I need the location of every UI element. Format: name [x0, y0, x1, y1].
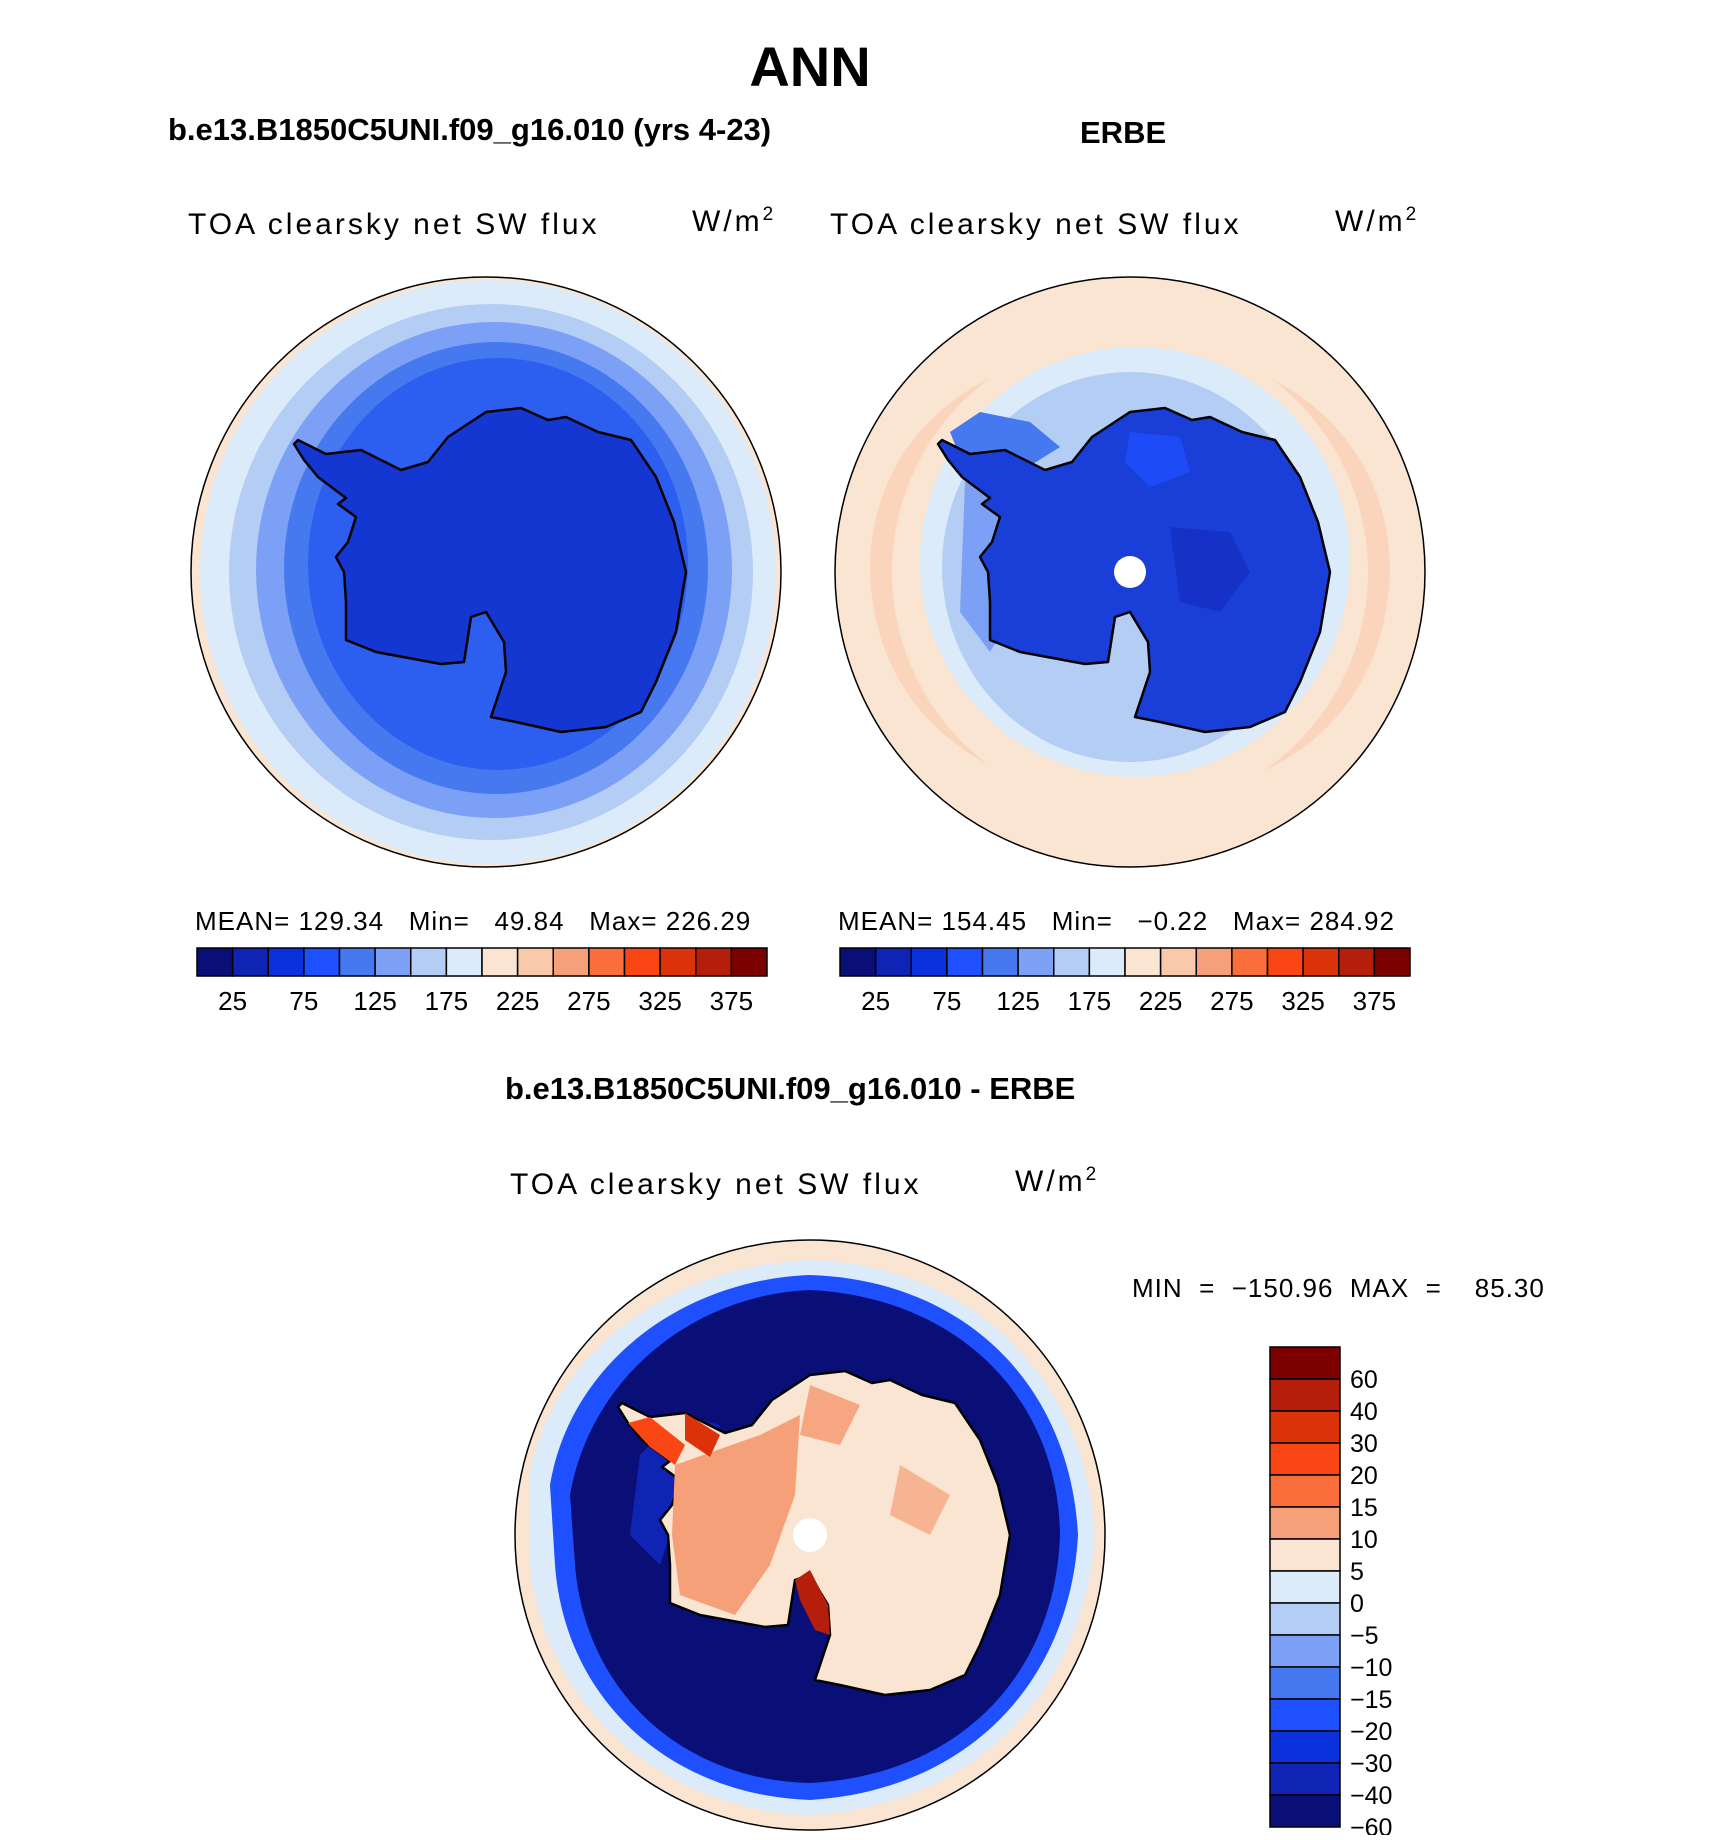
- colorbar-box: [1373, 947, 1411, 977]
- colorbar-box: [374, 947, 412, 977]
- colorbar-tick-label: 275: [567, 986, 610, 1016]
- colorbar-tick-label: 0: [1350, 1590, 1364, 1618]
- colorbar-box: [1269, 1506, 1341, 1540]
- colorbar-box: [1269, 1698, 1341, 1732]
- colorbar-tick-label: 175: [1068, 986, 1111, 1016]
- colorbar-box: [695, 947, 733, 977]
- colorbar-tick-label: −15: [1350, 1686, 1392, 1714]
- colorbar-box: [1269, 1538, 1341, 1572]
- colorbar-tick-label: 60: [1350, 1366, 1378, 1394]
- panel-3-stats: MIN = −150.96 MAX = 85.30: [1132, 1273, 1545, 1303]
- colorbar-box: [1302, 947, 1340, 977]
- panel-3-units-label: W/m2: [1015, 1164, 1097, 1198]
- colorbar-box: [1269, 1634, 1341, 1668]
- panel-2-map: [834, 276, 1426, 868]
- colorbar-box: [874, 947, 912, 977]
- colorbar-box: [1269, 1730, 1341, 1764]
- colorbar-box: [1088, 947, 1126, 977]
- colorbar-tick-label: 25: [218, 986, 247, 1016]
- colorbar-box: [231, 947, 269, 977]
- colorbar-tick-label: 25: [861, 986, 890, 1016]
- panel-1-units-label: W/m2: [692, 204, 774, 238]
- colorbar-tick-label: −20: [1350, 1718, 1392, 1746]
- colorbar-box: [1159, 947, 1197, 977]
- panel-2-colorbar: 25 75 125 175 225 275 325 375: [839, 947, 1411, 1016]
- colorbar-tick-label: 225: [496, 986, 539, 1016]
- colorbar-box: [1124, 947, 1162, 977]
- colorbar-box: [839, 947, 877, 977]
- colorbar-box: [1053, 947, 1091, 977]
- colorbar-box: [445, 947, 483, 977]
- antarctica-coastline: [292, 406, 688, 734]
- colorbar-box: [1017, 947, 1055, 977]
- colorbar-box: [623, 947, 661, 977]
- colorbar-box: [1266, 947, 1304, 977]
- colorbar-box: [481, 947, 519, 977]
- colorbar-box: [659, 947, 697, 977]
- colorbar-tick-label: 75: [932, 986, 961, 1016]
- panel-3-title: b.e13.B1850C5UNI.f09_g16.010 - ERBE: [505, 1071, 1076, 1106]
- colorbar-tick-label: −10: [1350, 1654, 1392, 1682]
- colorbar-box: [196, 947, 234, 977]
- colorbar-box: [516, 947, 554, 977]
- colorbar-tick-label: 125: [996, 986, 1039, 1016]
- panel-2-title: ERBE: [1080, 115, 1167, 150]
- colorbar-tick-label: −40: [1350, 1782, 1392, 1810]
- panel-3-map: [514, 1239, 1106, 1831]
- main-title: ANN: [749, 35, 871, 98]
- colorbar-box: [1269, 1442, 1341, 1476]
- colorbar-tick-label: 325: [638, 986, 681, 1016]
- colorbar-box: [588, 947, 626, 977]
- colorbar-box: [946, 947, 984, 977]
- panel-2-stats: MEAN= 154.45 Min= −0.22 Max= 284.92: [838, 906, 1395, 936]
- colorbar-tick-label: 375: [1353, 986, 1396, 1016]
- colorbar-box: [1269, 1794, 1341, 1828]
- panel-3-colorbar: 60 40 30 20 15 10 5 0 −5 −10 −15 −20 −30 −40 −60: [1269, 1346, 1392, 1835]
- colorbar-box: [1269, 1378, 1341, 1412]
- colorbar-tick-label: 225: [1139, 986, 1182, 1016]
- colorbar-box: [338, 947, 376, 977]
- colorbar-box: [552, 947, 590, 977]
- colorbar-box: [267, 947, 305, 977]
- colorbar-tick-label: 325: [1281, 986, 1324, 1016]
- colorbar-tick-label: 15: [1350, 1494, 1378, 1522]
- colorbar-tick-label: 5: [1350, 1558, 1364, 1586]
- colorbar-box: [1269, 1474, 1341, 1508]
- colorbar-tick-label: −60: [1350, 1814, 1392, 1835]
- panel-1-variable-label: TOA clearsky net SW flux: [188, 208, 600, 241]
- panel-3-variable-label: TOA clearsky net SW flux: [510, 1168, 922, 1201]
- colorbar-box: [1269, 1570, 1341, 1604]
- colorbar-tick-label: 10: [1350, 1526, 1378, 1554]
- colorbar-tick-label: −5: [1350, 1622, 1379, 1650]
- colorbar-tick-label: 30: [1350, 1430, 1378, 1458]
- colorbar-box: [1338, 947, 1376, 977]
- colorbar-tick-label: 20: [1350, 1462, 1378, 1490]
- colorbar-box: [1195, 947, 1233, 977]
- colorbar-box: [1269, 1602, 1341, 1636]
- panel-2-variable-label: TOA clearsky net SW flux: [830, 208, 1242, 241]
- colorbar-box: [1269, 1346, 1341, 1380]
- colorbar-tick-label: 125: [353, 986, 396, 1016]
- colorbar-tick-label: 40: [1350, 1398, 1378, 1426]
- panel-1-map: [190, 276, 782, 868]
- colorbar-box: [730, 947, 768, 977]
- panel-2-units-label: W/m2: [1335, 204, 1417, 238]
- colorbar-box: [1269, 1762, 1341, 1796]
- colorbar-box: [1269, 1410, 1341, 1444]
- colorbar-box: [303, 947, 341, 977]
- colorbar-tick-label: 175: [425, 986, 468, 1016]
- colorbar-tick-label: 375: [710, 986, 753, 1016]
- panel-1-title: b.e13.B1850C5UNI.f09_g16.010 (yrs 4-23): [168, 112, 772, 147]
- colorbar-tick-label: −30: [1350, 1750, 1392, 1778]
- colorbar-box: [410, 947, 448, 977]
- colorbar-tick-label: 275: [1210, 986, 1253, 1016]
- colorbar-box: [910, 947, 948, 977]
- colorbar-box: [1269, 1666, 1341, 1700]
- panel-1-stats: MEAN= 129.34 Min= 49.84 Max= 226.29: [195, 906, 752, 936]
- panel-1-colorbar: 25 75 125 175 225 275 325 375: [196, 947, 768, 1016]
- colorbar-box: [981, 947, 1019, 977]
- colorbar-box: [1231, 947, 1269, 977]
- colorbar-tick-label: 75: [289, 986, 318, 1016]
